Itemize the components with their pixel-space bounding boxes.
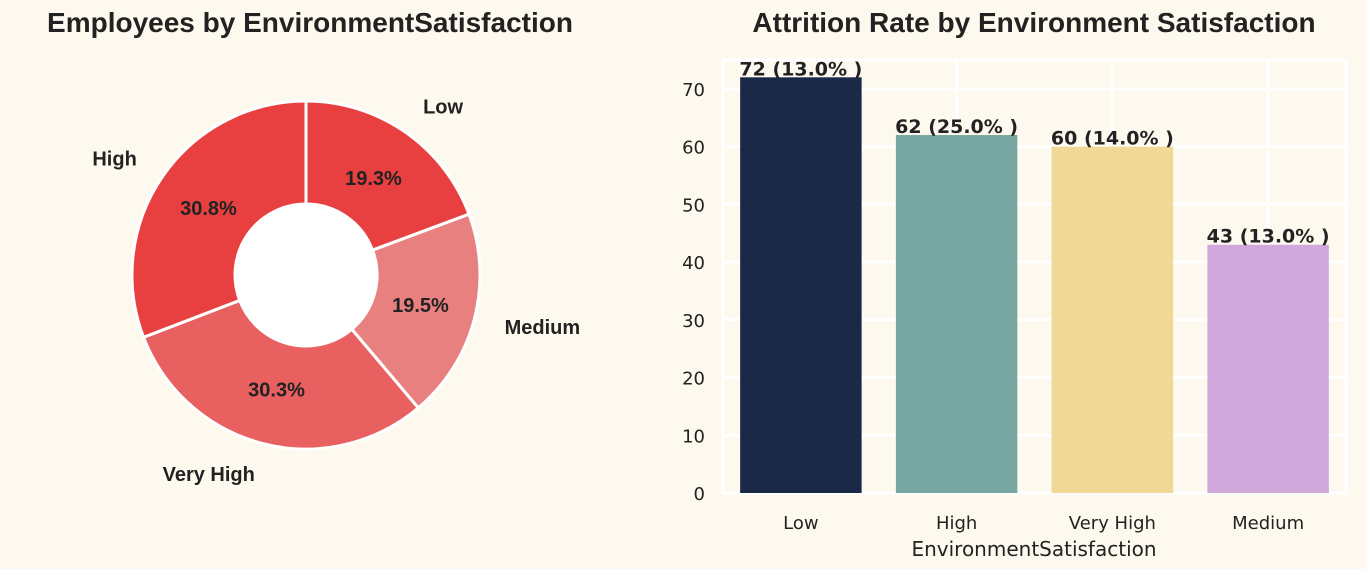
bar-high [895,135,1018,493]
x-tick-label-low: Low [783,513,818,534]
pie-pct-label-low: 19.3% [345,168,402,190]
y-tick-label-30: 30 [682,311,705,332]
x-axis-label: EnvironmentSatisfaction [911,537,1156,561]
bar-very-high [1051,146,1174,493]
bar-low [740,77,862,493]
bar-data-label-low: 72 (13.0% ) [739,58,862,80]
bar-data-label-very-high: 60 (14.0% ) [1051,128,1174,150]
pie-pct-label-high: 30.8% [180,198,237,220]
y-tick-label-60: 60 [682,138,705,159]
pie-category-label-medium: Medium [505,317,581,339]
bar-data-label-high: 62 (25.0% ) [895,116,1018,138]
x-tick-label-high: High [936,513,977,534]
pie-title: Employees by EnvironmentSatisfaction [47,7,573,38]
pie-pct-label-very-high: 30.3% [248,380,305,402]
x-tick-label-medium: Medium [1232,513,1304,534]
donut-chart: 19.3% Low 19.5% Medium 30.3% Very High 30.8% Hi… [92,96,580,486]
pie-category-label-low: Low [423,96,463,118]
y-tick-label-10: 10 [682,426,705,447]
bar-medium [1207,244,1329,493]
x-axis-ticks: Low High Very High Medium [783,513,1304,534]
bar-title: Attrition Rate by Environment Satisfacti… [752,7,1315,38]
pie-pct-label-medium: 19.5% [392,295,449,317]
pie-category-label-very-high: Very High [163,464,255,486]
y-tick-label-40: 40 [682,253,705,274]
donut-hole [235,204,377,346]
y-axis-ticks: 0 10 20 30 40 50 60 70 [682,80,705,505]
y-tick-label-0: 0 [694,484,705,505]
bar-chart: 72 (13.0% ) 62 (25.0% ) 60 (14.0% ) 43 (13.… [739,58,1330,493]
y-tick-label-20: 20 [682,369,705,390]
y-tick-label-70: 70 [682,80,705,101]
pie-category-label-high: High [92,149,136,171]
x-tick-label-very-high: Very High [1069,513,1156,534]
y-tick-label-50: 50 [682,195,705,216]
bar-data-label-medium: 43 (13.0% ) [1207,226,1330,248]
